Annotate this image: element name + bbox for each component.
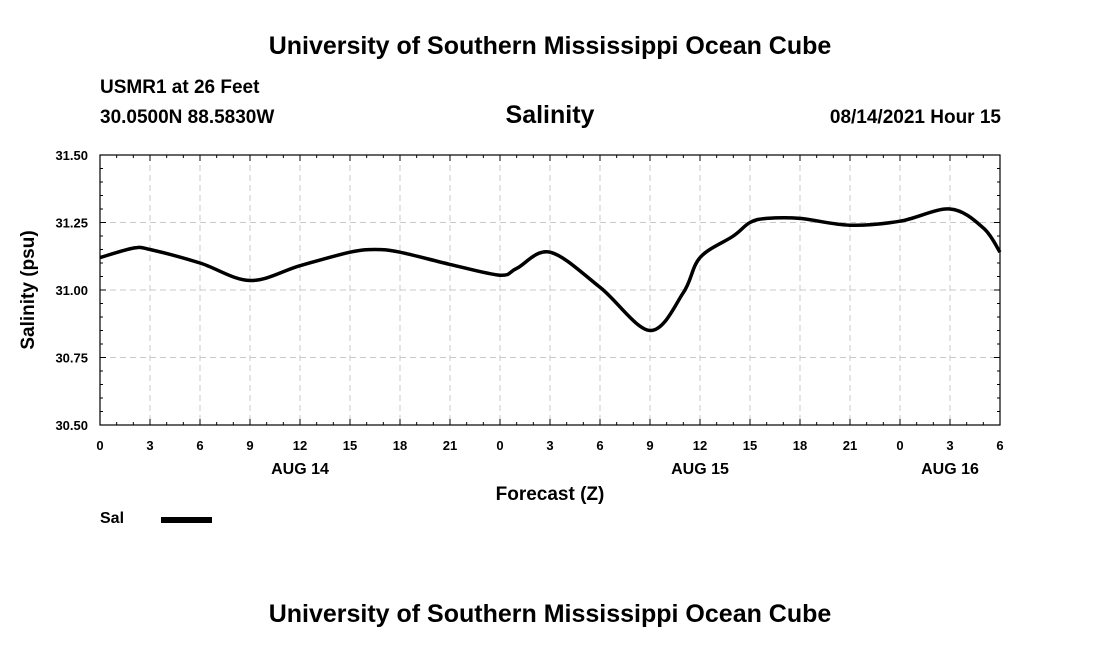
series-line-sal [99, 207, 1002, 333]
y-tick-label: 30.50 [55, 418, 88, 433]
y-tick-label: 31.50 [55, 148, 88, 163]
x-tick-label: 15 [343, 438, 357, 453]
forecast-datetime: 08/14/2021 Hour 15 [829, 107, 1001, 128]
top-title: University of Southern Mississippi Ocean… [268, 32, 832, 60]
coordinates-label: 30.0500N 88.5830W [100, 107, 275, 128]
y-axis-title: Salinity (psu) [18, 230, 39, 349]
x-axis-title: Forecast (Z) [496, 484, 605, 505]
y-tick-label: 31.25 [55, 216, 88, 231]
legend-label: Sal [100, 510, 125, 527]
station-label: USMR1 at 26 Feet [100, 77, 260, 98]
bottom-title: University of Southern Mississippi Ocean… [268, 600, 832, 628]
x-tick-label: 21 [843, 438, 857, 453]
legend-line-swatch [161, 517, 212, 523]
x-tick-label: 6 [596, 438, 603, 453]
x-tick-label: 21 [443, 438, 457, 453]
x-date-label: AUG 16 [921, 461, 979, 478]
plot-frame [99, 154, 1001, 426]
x-tick-label: 3 [946, 438, 953, 453]
x-tick-label: 12 [293, 438, 307, 453]
x-tick-label: 15 [743, 438, 757, 453]
plot-title: Salinity [505, 101, 595, 129]
x-date-label: AUG 14 [271, 461, 329, 478]
x-tick-label: 18 [793, 438, 807, 453]
x-date-label: AUG 15 [671, 461, 729, 478]
x-tick-label: 3 [146, 438, 153, 453]
x-tick-label: 9 [246, 438, 253, 453]
x-tick-label: 0 [896, 438, 903, 453]
y-tick-label: 31.00 [55, 283, 88, 298]
x-tick-label: 12 [693, 438, 707, 453]
y-tick-label: 30.75 [55, 351, 88, 366]
x-tick-label: 6 [196, 438, 203, 453]
x-tick-label: 9 [646, 438, 653, 453]
x-tick-label: 18 [393, 438, 407, 453]
x-tick-label: 3 [546, 438, 553, 453]
x-tick-label: 6 [996, 438, 1003, 453]
x-tick-label: 0 [96, 438, 103, 453]
x-tick-label: 0 [496, 438, 503, 453]
